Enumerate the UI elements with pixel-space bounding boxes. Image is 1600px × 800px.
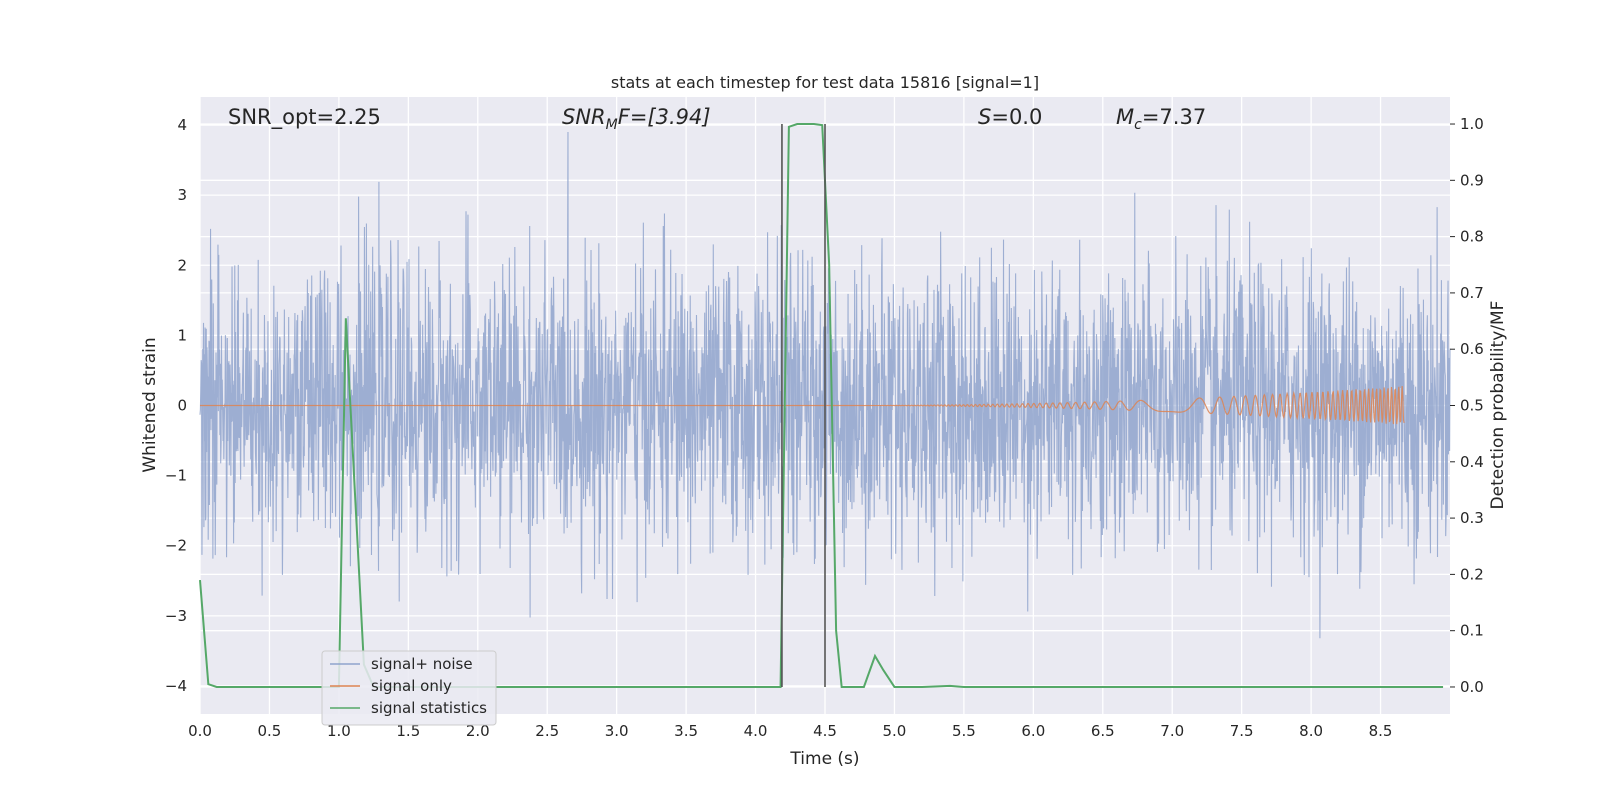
y-right-tick-label: 0.5: [1460, 397, 1484, 415]
annotation-snr-mf-rest: F=[3.94]: [618, 105, 711, 129]
annotation-mc: Mc=7.37: [1116, 105, 1206, 133]
annotation-s-main: S: [978, 105, 991, 129]
y-right-tick-label: 0.2: [1460, 565, 1484, 583]
annotation-mc-rest: =7.37: [1142, 105, 1206, 129]
chart-title: stats at each timestep for test data 158…: [611, 73, 1039, 92]
y-right-tick-label: 0.9: [1460, 171, 1484, 189]
y-right-tick-label: 0.3: [1460, 509, 1484, 527]
annotation-mc-main: M: [1116, 105, 1134, 129]
y-left-ticks: −4 −3 −2 −1 0 1 2 3 4: [165, 116, 187, 695]
x-tick-label: 0.5: [258, 722, 282, 740]
y-right-tick-label: 0.8: [1460, 228, 1484, 246]
y-left-tick-label: 1: [177, 326, 187, 344]
x-tick-label: 1.5: [396, 722, 420, 740]
x-axis-ticks: 0.0 0.5 1.0 1.5 2.0 2.5 3.0 3.5 4.0 4.5 5.0 5.5 6.0 6…: [188, 722, 1392, 740]
y-left-tick-label: 0: [177, 397, 187, 415]
legend-box: [321, 650, 497, 726]
signal-only-series: [200, 385, 1405, 425]
y-left-tick-label: −4: [165, 677, 187, 695]
y-right-tick-label: 0.6: [1460, 340, 1484, 358]
legend-label-signal-only: signal only: [371, 677, 452, 695]
y-left-tick-label: 3: [177, 186, 187, 204]
y-left-tick-label: −2: [165, 537, 187, 555]
x-axis-label: Time (s): [789, 749, 859, 769]
annotation-snr-opt: SNR_opt=2.25: [228, 105, 381, 130]
annotation-s: S=0.0: [978, 105, 1042, 129]
x-tick-label: 8.5: [1369, 722, 1393, 740]
x-tick-label: 3.0: [605, 722, 629, 740]
annotation-mc-sub: c: [1134, 117, 1142, 133]
y-right-tick-label: 1.0: [1460, 115, 1484, 133]
x-tick-label: 7.0: [1160, 722, 1184, 740]
vertical-markers: [781, 124, 826, 687]
annotation-snr-mf-sub: M: [606, 117, 618, 133]
y-left-tick-label: −1: [165, 467, 187, 485]
y-right-tick-label: 0.1: [1460, 622, 1484, 640]
x-tick-label: 4.5: [813, 722, 837, 740]
legend-label-signal-noise: signal+ noise: [371, 655, 473, 673]
x-tick-label: 7.5: [1230, 722, 1254, 740]
y-left-tick-label: −3: [165, 607, 187, 625]
y-right-ticks: 0.0 0.1 0.2 0.3 0.4 0.5 0.6 0.7 0.8 0.9 1.0: [1450, 115, 1484, 696]
annotation-snr-mf: SNRMF=[3.94]: [562, 105, 711, 133]
x-tick-label: 0.0: [188, 722, 212, 740]
x-tick-label: 1.0: [327, 722, 351, 740]
y-left-axis-label: Whitened strain: [140, 337, 160, 472]
y-left-tick-label: 2: [177, 256, 187, 274]
x-tick-label: 2.0: [466, 722, 490, 740]
x-tick-label: 2.5: [535, 722, 559, 740]
x-tick-label: 5.0: [883, 722, 907, 740]
y-right-tick-label: 0.0: [1460, 678, 1484, 696]
y-right-axis-label: Detection probability/MF: [1488, 301, 1508, 510]
y-left-tick-label: 4: [177, 116, 187, 134]
x-tick-label: 3.5: [674, 722, 698, 740]
annotation-s-rest: =0.0: [991, 105, 1042, 129]
legend-label-signal-statistics: signal statistics: [371, 699, 487, 717]
x-tick-label: 8.0: [1299, 722, 1323, 740]
x-tick-label: 4.0: [744, 722, 768, 740]
x-tick-label: 5.5: [952, 722, 976, 740]
y-right-tick-label: 0.4: [1460, 453, 1484, 471]
y-right-tick-label: 0.7: [1460, 284, 1484, 302]
x-tick-label: 6.5: [1091, 722, 1115, 740]
legend: signal+ noise signal only signal statist…: [321, 650, 497, 726]
annotation-snr-mf-main: SNR: [562, 105, 606, 129]
signal-only-line: [200, 385, 1405, 425]
x-tick-label: 6.0: [1021, 722, 1045, 740]
